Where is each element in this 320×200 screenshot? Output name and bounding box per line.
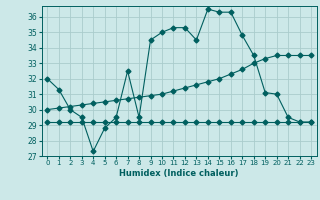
X-axis label: Humidex (Indice chaleur): Humidex (Indice chaleur) (119, 169, 239, 178)
